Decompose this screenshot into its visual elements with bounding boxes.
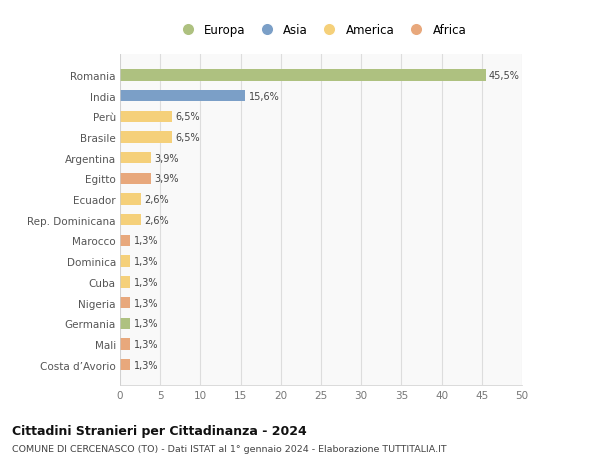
Bar (120, 339, 130, 350)
Bar (120, 91, 245, 102)
Bar (120, 174, 151, 185)
Bar (120, 153, 151, 164)
Text: 3,9%: 3,9% (155, 153, 179, 163)
Text: 1,3%: 1,3% (134, 277, 158, 287)
Text: 2,6%: 2,6% (144, 215, 169, 225)
Bar (120, 215, 141, 226)
Text: 45,5%: 45,5% (489, 71, 520, 81)
Bar (120, 70, 486, 81)
Bar (120, 132, 172, 143)
Bar (120, 235, 130, 246)
Bar (120, 256, 130, 267)
Text: 6,5%: 6,5% (175, 133, 200, 143)
Text: 1,3%: 1,3% (134, 298, 158, 308)
Bar (120, 359, 130, 370)
Text: 1,3%: 1,3% (134, 257, 158, 267)
Text: 1,3%: 1,3% (134, 236, 158, 246)
Bar (120, 194, 141, 205)
Bar (120, 297, 130, 308)
Text: 3,9%: 3,9% (155, 174, 179, 184)
Bar (120, 112, 172, 123)
Bar (120, 277, 130, 288)
Text: 1,3%: 1,3% (134, 360, 158, 370)
Text: 15,6%: 15,6% (248, 91, 280, 101)
Text: Cittadini Stranieri per Cittadinanza - 2024: Cittadini Stranieri per Cittadinanza - 2… (12, 425, 307, 437)
Text: 1,3%: 1,3% (134, 339, 158, 349)
Text: 2,6%: 2,6% (144, 195, 169, 205)
Legend: Europa, Asia, America, Africa: Europa, Asia, America, Africa (173, 21, 469, 39)
Text: COMUNE DI CERCENASCO (TO) - Dati ISTAT al 1° gennaio 2024 - Elaborazione TUTTITA: COMUNE DI CERCENASCO (TO) - Dati ISTAT a… (12, 444, 446, 453)
Text: 1,3%: 1,3% (134, 319, 158, 329)
Text: 6,5%: 6,5% (175, 112, 200, 122)
Bar (120, 318, 130, 329)
